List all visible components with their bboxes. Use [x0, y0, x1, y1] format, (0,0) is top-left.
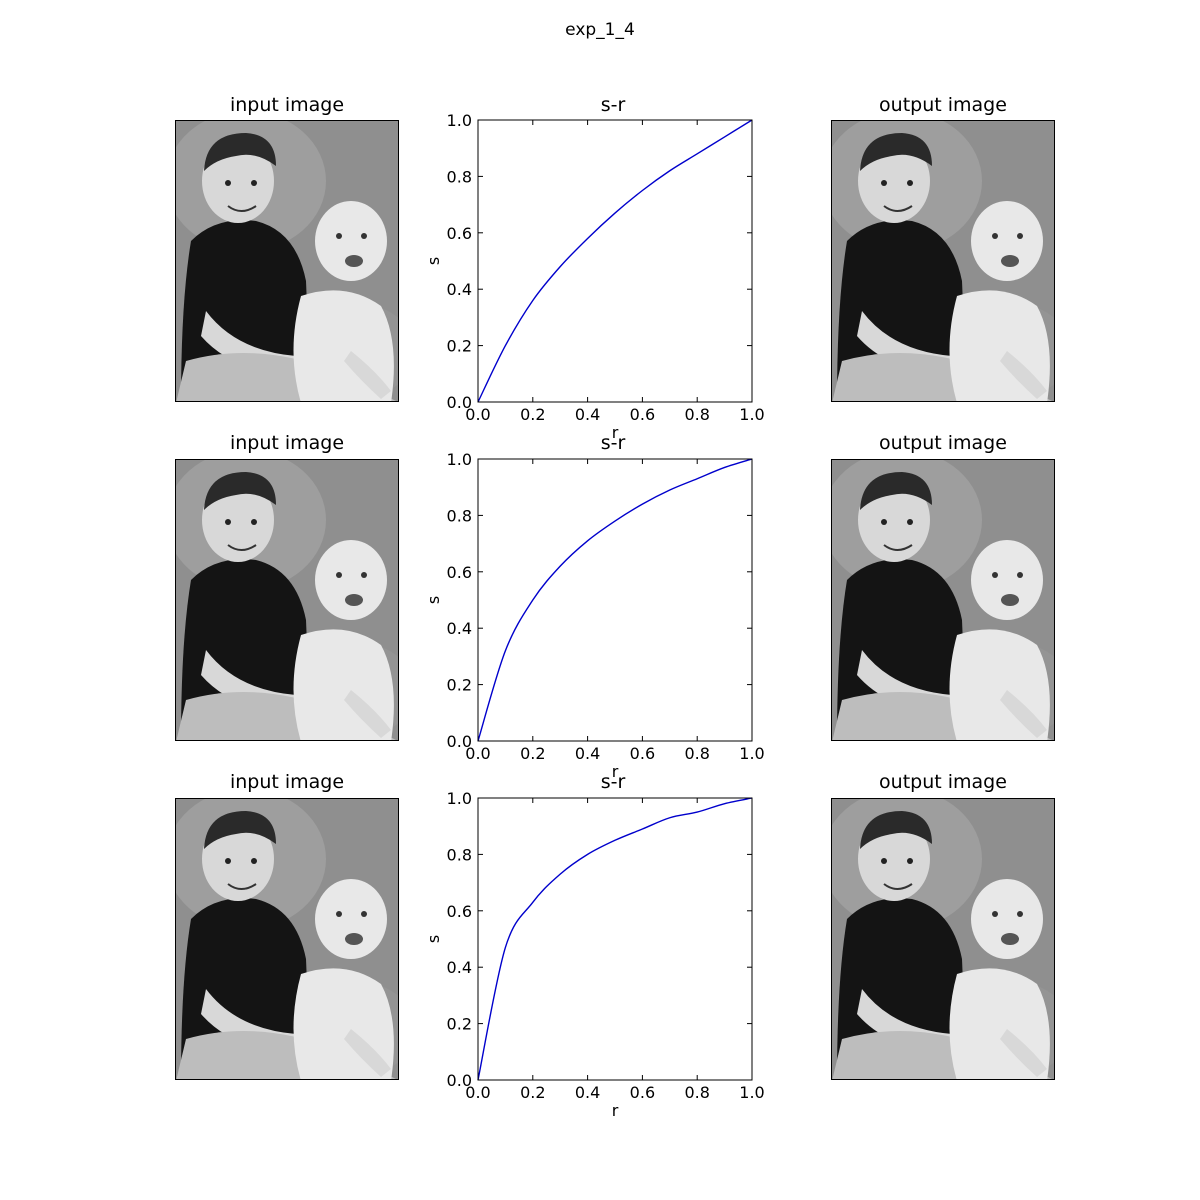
two-children-photo-icon — [176, 460, 398, 740]
x-tick-label: 0.6 — [630, 405, 655, 424]
y-tick-label: 0.0 — [447, 393, 472, 412]
input-image-title: input image — [229, 432, 345, 454]
y-tick-label: 0.2 — [447, 1015, 472, 1034]
x-tick-label: 1.0 — [739, 1083, 764, 1102]
output-image — [831, 798, 1055, 1080]
y-tick-label: 0.8 — [447, 167, 472, 186]
x-tick-label: 0.8 — [684, 405, 709, 424]
x-tick-label: 0.4 — [575, 405, 600, 424]
y-tick-label: 0.8 — [447, 845, 472, 864]
y-tick-label: 0.8 — [447, 506, 472, 525]
x-tick-label: 1.0 — [739, 405, 764, 424]
plot-title: s-r — [600, 771, 626, 793]
figure-title: exp_1_4 — [565, 20, 635, 40]
plot-title: s-r — [600, 94, 626, 116]
series-line — [477, 458, 753, 742]
x-tick-label: 0.4 — [575, 744, 600, 763]
y-tick-label: 0.2 — [447, 676, 472, 695]
y-tick-label: 0.6 — [447, 563, 472, 582]
y-tick-label: 0.6 — [447, 902, 472, 921]
x-tick-label: 0.6 — [630, 744, 655, 763]
series-line — [477, 119, 753, 403]
line-chart: 0.0 0.2 0.4 0.6 0.8 1.00.00.20.40.60.81.0rs — [424, 450, 765, 781]
x-tick-label: 1.0 — [739, 744, 764, 763]
plot-title: s-r — [600, 432, 626, 454]
y-axis-label: s — [424, 935, 443, 943]
two-children-photo-icon — [832, 121, 1054, 401]
output-image — [831, 120, 1055, 402]
x-tick-label: 0.6 — [630, 1083, 655, 1102]
x-tick-label: 0.4 — [575, 1083, 600, 1102]
two-children-photo-icon — [832, 460, 1054, 740]
y-tick-label: 0.0 — [447, 732, 472, 751]
line-chart: 0.0 0.2 0.4 0.6 0.8 1.00.00.20.40.60.81.0rs — [424, 789, 765, 1120]
output-image-title: output image — [879, 94, 1007, 116]
input-image-title: input image — [229, 94, 345, 116]
line-chart: 0.0 0.2 0.4 0.6 0.8 1.00.00.20.40.60.81.0rs — [424, 111, 765, 442]
y-axis-label: s — [424, 596, 443, 604]
x-tick-label: 0.0 — [465, 744, 490, 763]
x-tick-label: 0.0 — [465, 1083, 490, 1102]
x-axis-label: r — [612, 1101, 619, 1120]
y-axis-label: s — [424, 257, 443, 265]
plot-frame — [477, 119, 753, 403]
x-tick-label: 0.8 — [684, 744, 709, 763]
y-tick-label: 0.4 — [447, 958, 472, 977]
x-tick-label: 0.8 — [684, 1083, 709, 1102]
y-tick-label: 0.6 — [447, 224, 472, 243]
input-image-title: input image — [229, 771, 345, 793]
x-tick-label: 0.2 — [520, 405, 545, 424]
input-image — [175, 798, 399, 1080]
two-children-photo-icon — [176, 121, 398, 401]
series-line — [477, 797, 753, 1081]
output-image-title: output image — [879, 432, 1007, 454]
output-image-title: output image — [879, 771, 1007, 793]
two-children-photo-icon — [176, 799, 398, 1079]
y-tick-label: 0.4 — [447, 280, 472, 299]
y-tick-label: 0.4 — [447, 619, 472, 638]
y-tick-label: 0.0 — [447, 1071, 472, 1090]
x-tick-label: 0.2 — [520, 1083, 545, 1102]
output-image — [831, 459, 1055, 741]
x-tick-label: 0.0 — [465, 405, 490, 424]
input-image — [175, 120, 399, 402]
y-tick-label: 0.2 — [447, 337, 472, 356]
input-image — [175, 459, 399, 741]
x-tick-label: 0.2 — [520, 744, 545, 763]
plot-frame — [477, 797, 753, 1081]
two-children-photo-icon — [832, 799, 1054, 1079]
plot-frame — [477, 458, 753, 742]
